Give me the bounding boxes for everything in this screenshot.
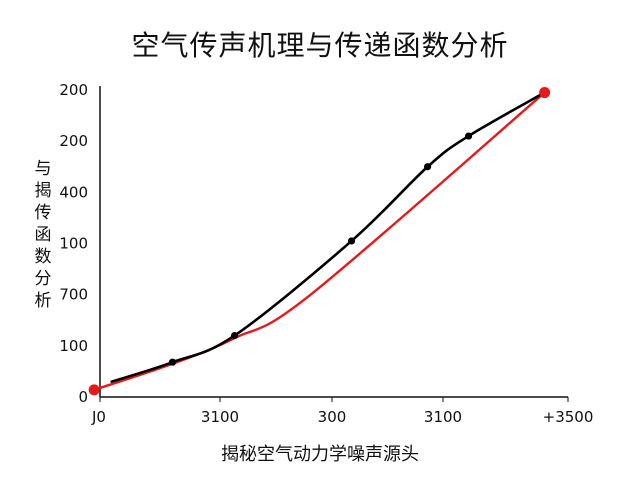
- series-line-red: [92, 91, 546, 392]
- y-axis-label: 与揭传函数分析: [34, 159, 52, 311]
- x-tick-label: 3100: [201, 408, 239, 426]
- y-tick-label: 0: [78, 388, 88, 406]
- chart-title: 空气传声机理与传递函数分析: [131, 29, 509, 62]
- x-tick-label: 300: [318, 408, 347, 426]
- series-point-black: [347, 237, 356, 245]
- series-point-red: [539, 87, 551, 99]
- y-tick-label: 400: [59, 183, 88, 201]
- tick-group: 0 100 700 100 400 200 200 J0 3100 300 3100 +3500: [59, 81, 593, 426]
- axes: [99, 86, 568, 398]
- y-tick-label: 200: [59, 132, 88, 150]
- series-point-red: [88, 384, 100, 396]
- y-tick-label: 100: [59, 235, 88, 253]
- x-tick-label: 3100: [424, 408, 462, 426]
- x-axis-label: 揭秘空气动力学噪声源头: [221, 444, 419, 465]
- series-point-black: [424, 163, 432, 171]
- y-tick-label: 200: [59, 81, 88, 99]
- x-tick-label: J0: [91, 408, 106, 426]
- series-group: [88, 87, 551, 396]
- series-line-black: [110, 91, 546, 383]
- y-tick-label: 700: [59, 286, 88, 304]
- series-point-black: [230, 332, 239, 340]
- x-tick-label: +3500: [543, 408, 594, 426]
- y-tick-label: 100: [59, 337, 88, 355]
- series-point-black: [464, 132, 473, 140]
- series-point-black: [168, 358, 177, 366]
